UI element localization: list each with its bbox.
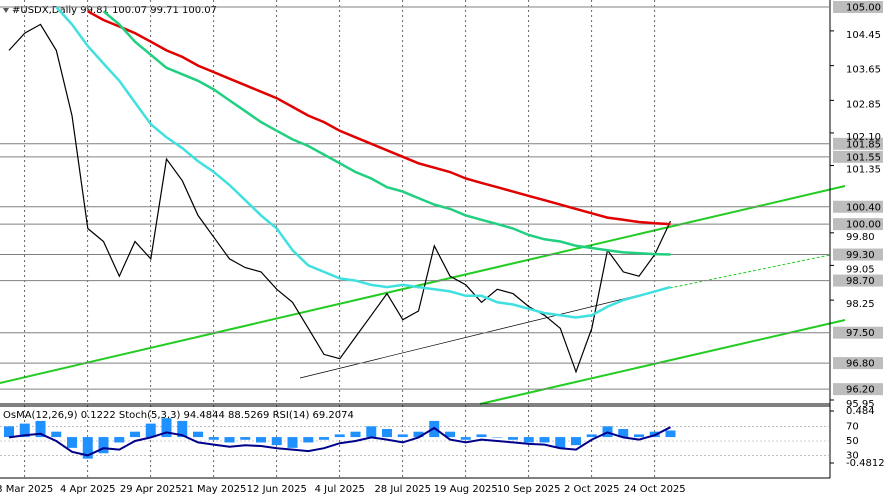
level-label-box xyxy=(833,357,883,370)
level-label: 100.40 xyxy=(846,202,881,213)
osma-bar xyxy=(397,434,408,438)
osma-bar xyxy=(476,434,487,438)
level-label-box xyxy=(833,274,883,287)
osma-bar xyxy=(130,431,140,438)
level-label: 96.20 xyxy=(846,385,875,396)
y-tick-label: -0.4812 xyxy=(846,458,885,469)
osma-bar xyxy=(445,431,455,438)
y-tick-label: 101.35 xyxy=(846,165,881,176)
y-tick-label: 104.45 xyxy=(846,30,881,41)
y2-tick-label: 70 xyxy=(846,422,859,433)
osma-bar xyxy=(145,423,156,438)
x-tick-label: 4 Apr 2025 xyxy=(60,484,115,495)
moving-average xyxy=(102,10,671,256)
moving-average xyxy=(87,10,671,226)
osma-bar xyxy=(413,431,424,438)
osma-bar xyxy=(256,437,266,443)
rsi-line xyxy=(8,426,671,457)
x-tick-label: 4 Jul 2025 xyxy=(315,484,365,495)
level-label-box xyxy=(833,150,883,163)
osma-bar xyxy=(618,428,629,438)
osma-bar xyxy=(492,437,503,438)
osma-bar xyxy=(271,437,282,446)
level-label-box xyxy=(833,137,883,150)
osma-bar xyxy=(303,437,314,443)
osma-bar xyxy=(382,428,392,438)
osma-bar xyxy=(287,437,298,448)
level-label-box xyxy=(833,218,883,231)
osma-bar xyxy=(366,426,377,438)
osma-bar xyxy=(35,420,46,438)
y-tick-label: 102.10 xyxy=(846,132,881,143)
osma-bar xyxy=(177,420,188,438)
osma-bar xyxy=(555,437,566,448)
osma-bar xyxy=(539,437,550,443)
osma-bar xyxy=(350,431,361,438)
x-tick-label: 3 Mar 2025 xyxy=(0,484,53,495)
osma-bar xyxy=(98,437,109,454)
title-icon xyxy=(3,8,9,13)
y-tick-label: 99.80 xyxy=(846,232,875,243)
y-tick-label: 0.484 xyxy=(846,406,875,417)
osma-bar xyxy=(319,437,329,440)
trend-line xyxy=(479,319,846,405)
osma-bar xyxy=(51,431,62,438)
level-label-box xyxy=(833,383,883,396)
osma-bar xyxy=(334,434,345,438)
osma-bar xyxy=(586,434,597,438)
level-label-box xyxy=(833,248,883,261)
level-label: 100.00 xyxy=(846,220,881,231)
x-tick-label: 21 May 2025 xyxy=(181,484,246,495)
chart-title: #USDX,Daily 99.81 100.07 99.71 100.07 xyxy=(12,5,217,16)
x-tick-label: 24 Oct 2025 xyxy=(624,484,686,495)
x-tick-label: 19 Aug 2025 xyxy=(434,484,498,495)
level-label: 105.00 xyxy=(846,3,881,14)
osma-bar xyxy=(67,437,77,448)
x-tick-label: 28 Jul 2025 xyxy=(374,484,431,495)
trend-line xyxy=(659,254,831,291)
osma-bar xyxy=(571,437,581,446)
level-label: 101.55 xyxy=(846,152,881,163)
osma-bar xyxy=(161,418,172,438)
trend-line xyxy=(0,185,846,384)
y-tick-label: 102.85 xyxy=(846,99,881,110)
osma-bar xyxy=(508,437,518,440)
x-tick-label: 2 Oct 2025 xyxy=(564,484,619,495)
level-label-box xyxy=(833,326,883,339)
y2-tick-label: 30 xyxy=(846,450,859,461)
y-tick-label: 99.05 xyxy=(846,264,875,275)
osma-bar xyxy=(460,437,471,440)
indicator-title: OsMA(12,26,9) 0.1222 Stoch(5,3,3) 94.484… xyxy=(3,410,354,421)
level-label: 98.70 xyxy=(846,276,875,287)
osma-bar xyxy=(523,437,534,443)
level-label: 97.50 xyxy=(846,328,875,339)
y2-tick-label: 50 xyxy=(846,436,859,447)
level-label-box xyxy=(833,200,883,213)
y-tick-label: 98.25 xyxy=(846,299,875,310)
x-tick-label: 29 Apr 2025 xyxy=(120,484,182,495)
osma-bar xyxy=(193,431,203,438)
osma-bar xyxy=(665,430,676,438)
osma-bar xyxy=(4,426,14,438)
osma-bar xyxy=(19,423,30,438)
y-tick-label: 103.65 xyxy=(846,65,881,76)
osma-bar xyxy=(224,437,235,443)
osma-bar xyxy=(240,437,251,440)
osma-bar xyxy=(634,434,644,438)
level-label: 96.80 xyxy=(846,359,875,370)
osma-bar xyxy=(114,437,125,443)
x-tick-label: 10 Sep 2025 xyxy=(497,484,560,495)
osma-bar xyxy=(208,437,219,440)
osma-bar xyxy=(82,437,93,459)
level-label: 99.30 xyxy=(846,250,875,261)
y-tick-label: 95.95 xyxy=(846,399,875,410)
level-label: 101.85 xyxy=(846,139,881,150)
x-tick-label: 12 Jun 2025 xyxy=(247,484,307,495)
price-line xyxy=(8,23,672,374)
moving-average xyxy=(55,6,671,319)
level-label-box xyxy=(833,1,883,13)
